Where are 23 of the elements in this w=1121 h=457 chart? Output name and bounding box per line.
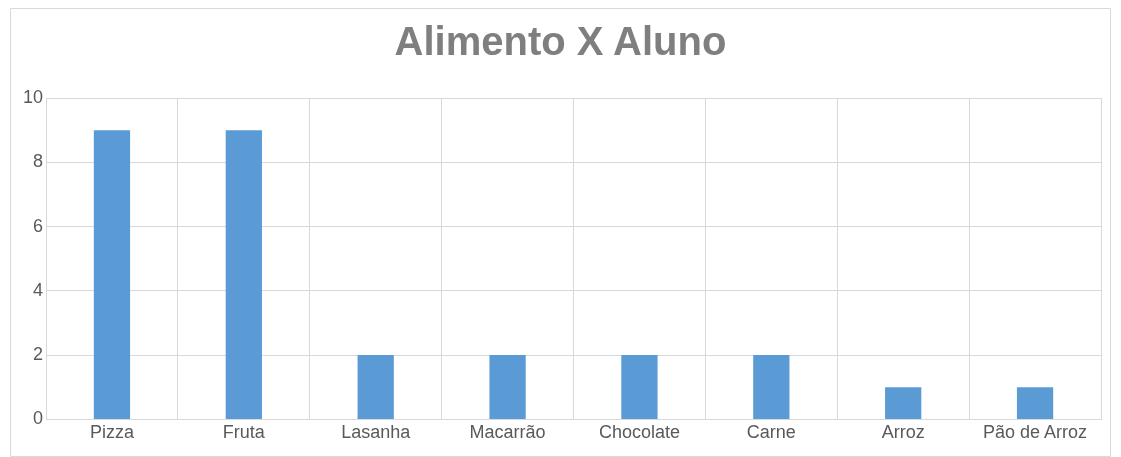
bar xyxy=(489,355,526,419)
bar xyxy=(93,130,131,419)
x-tick-label: Carne xyxy=(746,422,796,443)
x-tick-label: Lasanha xyxy=(341,422,412,443)
x-tick-label: Fruta xyxy=(222,422,266,443)
x-tick-label: Pizza xyxy=(89,422,135,443)
x-tick-label: Macarrão xyxy=(469,422,546,443)
x-tick-label: Pão de Arroz xyxy=(983,422,1088,443)
bar xyxy=(1016,387,1054,419)
bar xyxy=(753,355,790,419)
x-tick-label: Chocolate xyxy=(598,422,680,443)
y-tick-label: 10 xyxy=(22,86,44,107)
bar xyxy=(357,355,394,419)
chart-title: Alimento X Aluno xyxy=(394,19,727,64)
bar xyxy=(225,130,262,419)
y-tick-label: 2 xyxy=(33,344,44,365)
bar xyxy=(621,355,658,419)
y-tick-label: 6 xyxy=(33,215,44,236)
bar xyxy=(885,387,922,419)
y-tick-label: 4 xyxy=(33,279,44,300)
x-tick-label: Arroz xyxy=(881,422,925,443)
y-tick-label: 0 xyxy=(33,408,44,429)
y-tick-label: 8 xyxy=(33,151,44,172)
